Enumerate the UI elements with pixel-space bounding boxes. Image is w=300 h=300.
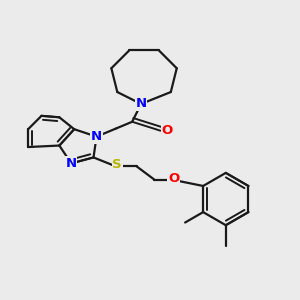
Text: N: N xyxy=(136,98,147,110)
Text: O: O xyxy=(168,172,179,185)
Text: N: N xyxy=(66,157,77,170)
Text: O: O xyxy=(161,124,172,137)
Text: N: N xyxy=(91,130,102,143)
Text: S: S xyxy=(112,158,122,171)
